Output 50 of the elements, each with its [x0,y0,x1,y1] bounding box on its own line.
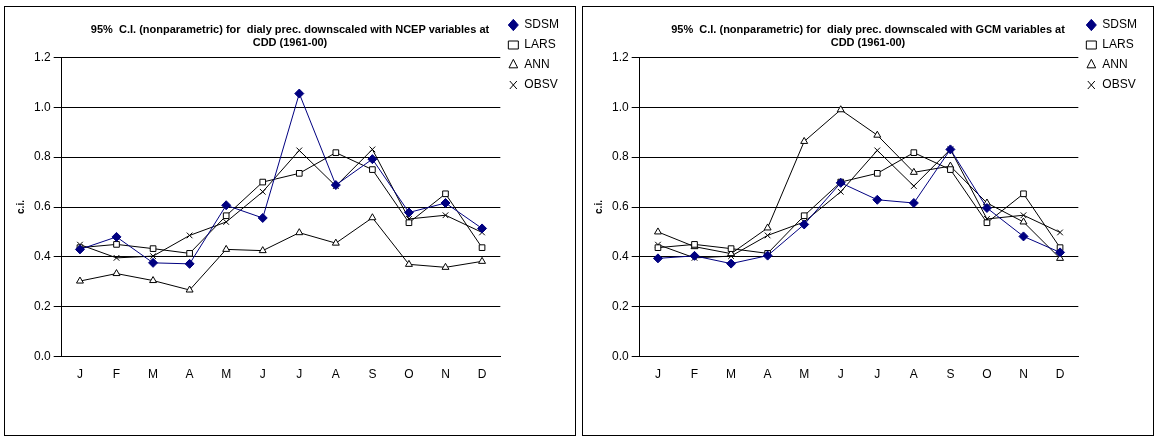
x-tick-label: A [763,367,772,382]
legend-label: ANN [524,57,550,72]
y-axis-title: c.i. [592,199,604,214]
x-tick-label: M [148,367,159,382]
x-tick-label: A [185,367,194,382]
y-tick-label: 0.8 [33,149,51,164]
x-tick-label: J [259,367,266,382]
legend-label: LARS [1102,37,1134,52]
x-tick-label: A [331,367,340,382]
y-tick-label: 0.0 [611,348,629,363]
y-tick-label: 1.2 [611,49,629,64]
x-tick-label: A [909,367,918,382]
legend-label: ANN [1102,57,1128,72]
y-tick-label: 0.6 [33,199,51,214]
legend-label: OBSV [1102,77,1136,92]
y-tick-label: 1.2 [33,49,51,64]
legend-label: LARS [524,37,556,52]
y-tick-label: 0.8 [611,149,629,164]
x-tick-label: D [1055,367,1065,382]
x-tick-label: J [837,367,844,382]
x-tick-label: S [946,367,955,382]
y-tick-label: 1.0 [33,99,51,114]
x-tick-label: M [221,367,232,382]
x-tick-label: M [726,367,737,382]
y-tick-label: 0.2 [611,299,629,314]
x-tick-label: S [368,367,377,382]
x-tick-label: J [654,367,661,382]
x-tick-label: J [296,367,303,382]
x-tick-label: F [690,367,699,382]
x-tick-label: J [874,367,881,382]
x-tick-label: J [76,367,83,382]
y-tick-label: 0.2 [33,299,51,314]
legend-label: OBSV [524,77,558,92]
y-axis-title: c.i. [14,199,26,214]
y-tick-label: 0.4 [611,249,629,264]
y-tick-label: 0.6 [611,199,629,214]
y-tick-label: 0.4 [33,249,51,264]
legend-label: SDSM [524,17,559,32]
x-tick-label: N [1019,367,1028,382]
x-tick-label: M [799,367,810,382]
chart-title: 95% C.I. (nonparametric) for dialy prec. downscaled with NCEP variables at CDD (1961-00) [90,22,490,48]
x-tick-label: D [477,367,487,382]
legend-label: SDSM [1102,17,1137,32]
x-tick-label: N [441,367,450,382]
chart-title: 95% C.I. (nonparametric) for dialy prec. downscaled with GCM variables at CDD (1961-00) [671,22,1066,48]
x-tick-label: F [112,367,121,382]
x-tick-label: O [404,367,414,382]
y-tick-label: 0.0 [33,348,51,363]
x-tick-label: O [982,367,992,382]
y-tick-label: 1.0 [611,99,629,114]
